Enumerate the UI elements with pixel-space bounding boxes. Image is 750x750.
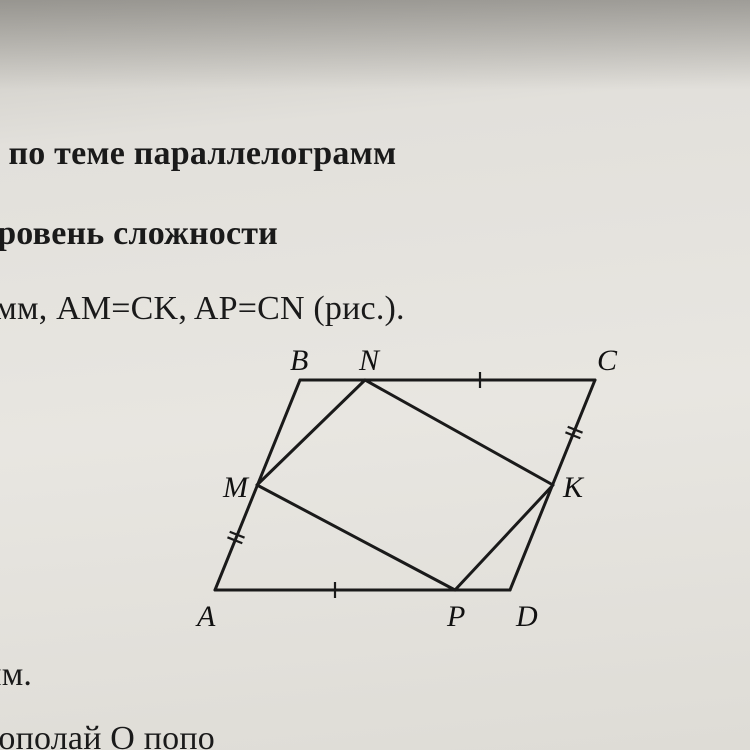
vertex-label-a: A — [197, 600, 215, 634]
vertex-label-b: B — [290, 344, 308, 378]
geometry-figure: ABCDMNKP — [195, 350, 625, 645]
vertex-label-d: D — [516, 600, 538, 634]
problem-given: амм, AM=CK, AP=CN (рис.). — [0, 290, 405, 328]
vertex-label-c: C — [597, 344, 617, 378]
heading-topic: и по теме параллелограмм — [0, 135, 396, 173]
vertex-label-m: M — [223, 471, 248, 505]
cutoff-text-1: мм. — [0, 656, 32, 694]
top-shadow — [0, 0, 750, 90]
page-root: и по теме параллелограмм уровень сложнос… — [0, 0, 750, 750]
parallelogram-svg — [195, 350, 625, 640]
vertex-label-n: N — [359, 344, 379, 378]
heading-level: уровень сложности — [0, 215, 278, 253]
vertex-label-p: P — [447, 600, 465, 634]
cutoff-text-2: пополай О попо — [0, 720, 215, 750]
vertex-label-k: K — [563, 471, 583, 505]
